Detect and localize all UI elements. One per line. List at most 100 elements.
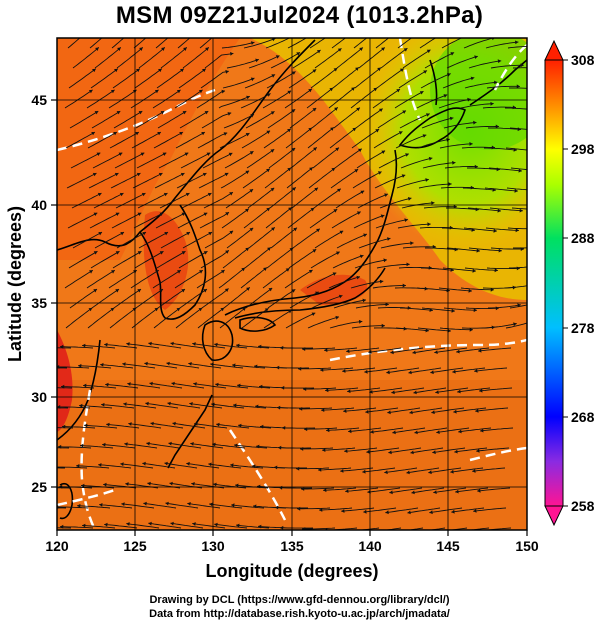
streamline-arrowhead	[379, 279, 384, 284]
streamline	[138, 231, 169, 249]
streamline	[240, 93, 271, 109]
streamline	[357, 193, 389, 209]
streamline	[443, 121, 477, 129]
streamline-arrowhead	[256, 444, 260, 449]
streamline-arrowhead	[473, 308, 477, 313]
streamline-arrowhead	[384, 470, 388, 475]
streamline	[464, 267, 498, 271]
streamline	[58, 446, 92, 449]
streamline-arrowhead	[451, 308, 455, 313]
streamline	[391, 387, 425, 394]
streamline	[160, 231, 191, 249]
streamline-arrowhead	[36, 446, 39, 450]
streamline	[196, 269, 225, 289]
streamline	[419, 38, 437, 49]
streamline-arrowhead	[287, 128, 291, 133]
streamline	[126, 523, 160, 529]
streamline	[79, 405, 113, 409]
streamline-arrowhead	[312, 108, 317, 112]
streamline-arrowhead	[476, 448, 480, 453]
streamline	[463, 38, 496, 49]
streamline	[343, 407, 377, 412]
streamline-arrowhead	[103, 482, 107, 487]
streamline	[154, 172, 185, 189]
streamline-arrowhead	[122, 362, 126, 366]
coastline-shikoku	[239, 316, 277, 332]
streamline-arrowhead	[245, 208, 249, 213]
streamline	[223, 114, 255, 129]
streamline-arrowhead	[92, 172, 97, 177]
streamline-arrowhead	[181, 289, 185, 293]
streamline	[398, 70, 428, 89]
streamline	[164, 462, 198, 469]
streamline	[155, 38, 169, 49]
streamline-arrowhead	[124, 442, 128, 446]
streamline-arrowhead	[188, 362, 192, 366]
streamline	[435, 387, 469, 394]
streamline-arrowhead	[213, 482, 217, 487]
streamline	[174, 269, 204, 289]
streamline	[355, 108, 383, 129]
streamline-arrowhead	[454, 449, 458, 454]
streamline-arrowhead	[115, 251, 120, 255]
streamline-arrowhead	[337, 48, 342, 52]
streamline	[419, 226, 454, 229]
y-tick-label: 40	[31, 197, 47, 213]
streamline-arrowhead	[245, 133, 250, 137]
streamline	[266, 71, 296, 89]
streamline	[412, 347, 446, 354]
streamline-arrowhead	[204, 111, 209, 115]
streamline	[156, 250, 186, 269]
streamline-arrowhead	[180, 68, 184, 73]
streamline-arrowhead	[492, 188, 496, 192]
streamline	[243, 207, 271, 229]
streamline	[116, 47, 144, 69]
streamline-arrowhead	[89, 26, 93, 30]
streamline-arrowhead	[314, 187, 318, 192]
streamline-arrowhead	[199, 26, 203, 30]
streamline-arrowhead	[171, 381, 175, 386]
streamline	[454, 447, 488, 453]
streamline-arrowhead	[236, 343, 240, 348]
streamline-arrowhead	[229, 192, 233, 196]
streamline	[263, 128, 292, 149]
streamline	[309, 208, 338, 229]
streamline	[143, 502, 177, 509]
streamline-arrowhead	[88, 89, 93, 94]
streamline-arrowhead	[288, 207, 292, 211]
streamline	[490, 64, 524, 69]
streamline	[328, 87, 356, 109]
streamline-arrowhead	[359, 254, 364, 259]
contour-northeast	[398, 38, 422, 121]
streamline-arrowhead	[452, 160, 456, 165]
streamline	[167, 402, 201, 409]
streamline	[157, 288, 186, 309]
streamline	[64, 269, 94, 289]
streamline	[76, 465, 110, 469]
streamline-arrowhead	[203, 251, 208, 255]
streamline-arrowhead	[176, 307, 181, 312]
streamline-arrowhead	[469, 142, 473, 146]
streamline-arrowhead	[249, 151, 254, 155]
streamline-arrowhead	[203, 212, 208, 216]
streamline	[126, 343, 160, 349]
y-tick-label: 35	[31, 295, 47, 311]
streamline	[244, 74, 276, 89]
x-tick-label: 140	[358, 538, 382, 554]
streamline-arrowhead	[359, 47, 363, 51]
streamline	[428, 467, 462, 474]
streamline	[285, 312, 316, 329]
streamline-arrowhead	[189, 402, 193, 406]
streamline	[507, 227, 527, 230]
streamline-arrowhead	[110, 89, 115, 94]
streamline-arrowhead	[190, 442, 194, 446]
streamline	[353, 214, 385, 229]
streamline	[131, 307, 159, 329]
streamline	[201, 112, 232, 129]
streamline	[458, 427, 492, 433]
streamline	[218, 267, 246, 289]
streamline	[80, 445, 114, 449]
streamline-arrowhead	[119, 192, 124, 197]
streamline	[402, 246, 437, 249]
streamline-arrowhead	[172, 421, 176, 426]
